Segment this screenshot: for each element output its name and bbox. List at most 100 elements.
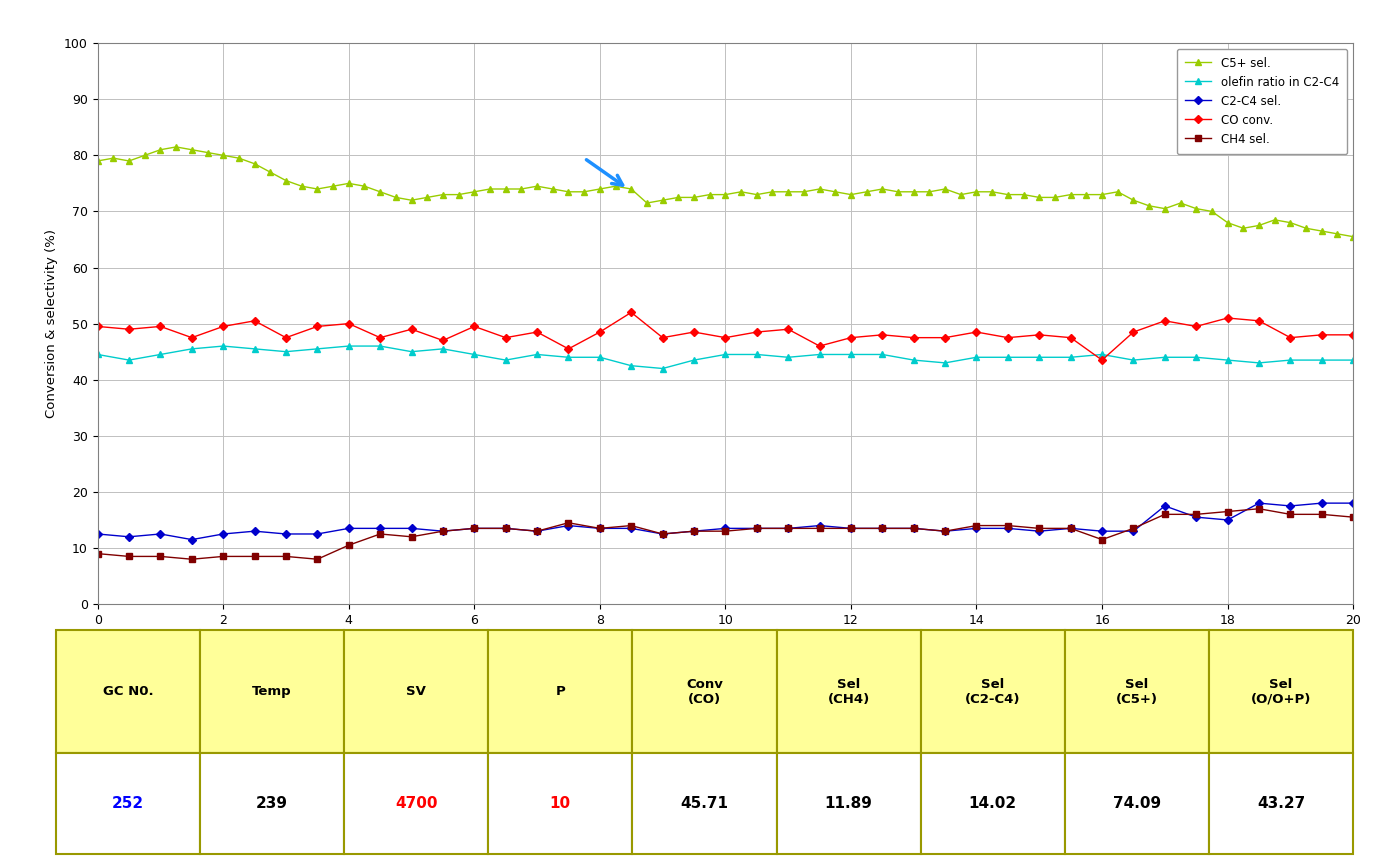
- C2-C4 sel.: [1250, 498, 1267, 508]
- C2-C4 sel.: [717, 523, 734, 533]
- CO conv.: [1187, 321, 1204, 331]
- CO conv.: [215, 321, 232, 331]
- Bar: [56, 753, 199, 854]
- CO conv.: [810, 341, 827, 351]
- C2-C4 sel.: [497, 523, 513, 533]
- C2-C4 sel.: [278, 529, 294, 539]
- C2-C4 sel.: [999, 523, 1016, 533]
- CO conv.: [1094, 355, 1110, 365]
- C2-C4 sel.: [873, 523, 890, 533]
- CO conv.: [654, 332, 671, 343]
- Text: Sel
(C5+): Sel (C5+): [1116, 677, 1158, 706]
- olefin ratio in C2-C4: [529, 350, 545, 360]
- C2-C4 sel.: [371, 523, 388, 533]
- olefin ratio in C2-C4: [246, 343, 262, 354]
- olefin ratio in C2-C4: [1313, 355, 1329, 365]
- CH4 sel.: [1031, 523, 1048, 533]
- CH4 sel.: [184, 554, 201, 564]
- C2-C4 sel.: [120, 532, 137, 542]
- olefin ratio in C2-C4: [434, 343, 451, 354]
- olefin ratio in C2-C4: [1219, 355, 1236, 365]
- CH4 sel.: [717, 526, 734, 537]
- CH4 sel.: [1063, 523, 1080, 533]
- CH4 sel.: [968, 520, 985, 531]
- olefin ratio in C2-C4: [810, 350, 827, 360]
- olefin ratio in C2-C4: [340, 341, 357, 351]
- CO conv.: [308, 321, 325, 331]
- C5+ sel.: [1031, 192, 1048, 203]
- C5+ sel.: [890, 186, 907, 197]
- olefin ratio in C2-C4: [371, 341, 388, 351]
- Bar: [488, 630, 632, 753]
- CO conv.: [968, 327, 985, 337]
- CO conv.: [905, 332, 922, 343]
- Bar: [199, 630, 345, 753]
- C2-C4 sel.: [1219, 514, 1236, 525]
- C2-C4 sel.: [1031, 526, 1048, 537]
- C2-C4 sel.: [591, 523, 608, 533]
- CO conv.: [685, 327, 702, 337]
- Bar: [777, 753, 921, 854]
- C2-C4 sel.: [810, 520, 827, 531]
- Bar: [345, 753, 488, 854]
- CH4 sel.: [1345, 512, 1362, 522]
- Text: Temp: Temp: [252, 685, 292, 698]
- C2-C4 sel.: [1094, 526, 1110, 537]
- CO conv.: [936, 332, 953, 343]
- Line: olefin ratio in C2-C4: olefin ratio in C2-C4: [95, 343, 1356, 372]
- C2-C4 sel.: [308, 529, 325, 539]
- C2-C4 sel.: [434, 526, 451, 537]
- C5+ sel.: [167, 142, 184, 152]
- C2-C4 sel.: [843, 523, 859, 533]
- Text: 252: 252: [112, 797, 144, 811]
- Text: 10: 10: [550, 797, 571, 811]
- Text: Sel
(CH4): Sel (CH4): [827, 677, 869, 706]
- CO conv.: [591, 327, 608, 337]
- olefin ratio in C2-C4: [1031, 352, 1048, 362]
- olefin ratio in C2-C4: [748, 350, 764, 360]
- C5+ sel.: [89, 156, 106, 167]
- Line: CO conv.: CO conv.: [95, 310, 1356, 362]
- CH4 sel.: [1219, 507, 1236, 517]
- Text: 43.27: 43.27: [1257, 797, 1306, 811]
- olefin ratio in C2-C4: [1094, 350, 1110, 360]
- CH4 sel.: [685, 526, 702, 537]
- CH4 sel.: [905, 523, 922, 533]
- Text: 239: 239: [257, 797, 287, 811]
- Line: C2-C4 sel.: C2-C4 sel.: [95, 501, 1356, 542]
- CO conv.: [278, 332, 294, 343]
- C2-C4 sel.: [246, 526, 262, 537]
- C5+ sel.: [1235, 224, 1251, 234]
- CO conv.: [1313, 330, 1329, 340]
- CO conv.: [748, 327, 764, 337]
- C2-C4 sel.: [559, 520, 578, 531]
- C2-C4 sel.: [529, 526, 545, 537]
- CO conv.: [1345, 330, 1362, 340]
- CH4 sel.: [591, 523, 608, 533]
- C5+ sel.: [1345, 231, 1362, 242]
- olefin ratio in C2-C4: [1345, 355, 1362, 365]
- Bar: [1209, 753, 1353, 854]
- C2-C4 sel.: [1313, 498, 1329, 508]
- olefin ratio in C2-C4: [1124, 355, 1141, 365]
- CO conv.: [1031, 330, 1048, 340]
- CH4 sel.: [466, 523, 483, 533]
- CH4 sel.: [434, 526, 451, 537]
- olefin ratio in C2-C4: [120, 355, 137, 365]
- Bar: [777, 630, 921, 753]
- CO conv.: [152, 321, 169, 331]
- CO conv.: [529, 327, 545, 337]
- olefin ratio in C2-C4: [905, 355, 922, 365]
- olefin ratio in C2-C4: [843, 350, 859, 360]
- Line: CH4 sel.: CH4 sel.: [95, 506, 1356, 563]
- Text: SV: SV: [406, 685, 425, 698]
- C2-C4 sel.: [905, 523, 922, 533]
- olefin ratio in C2-C4: [497, 355, 513, 365]
- CO conv.: [434, 336, 451, 346]
- CH4 sel.: [529, 526, 545, 537]
- C2-C4 sel.: [466, 523, 483, 533]
- CO conv.: [340, 318, 357, 329]
- CO conv.: [184, 332, 201, 343]
- Text: Conv
(CO): Conv (CO): [686, 677, 723, 706]
- olefin ratio in C2-C4: [278, 346, 294, 357]
